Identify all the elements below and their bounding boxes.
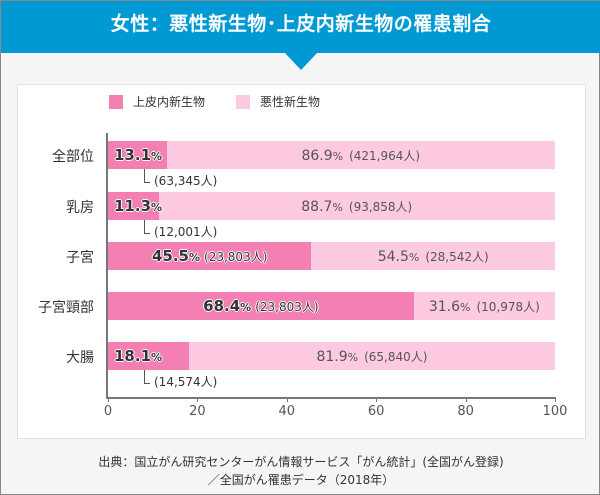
percent-value: 88.7	[301, 199, 333, 215]
value-label-malignant: 86.9% (421,964人)	[301, 147, 420, 164]
percent-value: 13.1	[114, 146, 152, 164]
bar-intraepithelial	[108, 342, 189, 370]
leader-line	[144, 370, 150, 384]
x-tick-mark	[108, 397, 109, 402]
leader-line	[144, 169, 150, 183]
percent-sign: %	[151, 201, 163, 214]
value-label-malignant: 88.7% (93,858人)	[301, 198, 412, 215]
value-label-intraepithelial: 13.1%	[114, 146, 162, 164]
bar-malignant	[158, 192, 555, 220]
source-line-1: 出典：国立がん研究センターがん情報サービス「がん統計」(全国がん登録)	[98, 455, 504, 469]
count-value: (14,574人)	[154, 375, 218, 389]
count-value: (65,840人)	[364, 350, 428, 364]
category-label: 大腸	[66, 350, 94, 366]
chart-title: 女性：悪性新生物･上皮内新生物の罹患割合	[1, 1, 600, 53]
percent-sign: %	[347, 351, 359, 364]
y-axis-line	[106, 133, 108, 399]
bar-intraepithelial	[108, 192, 159, 220]
bar-intraepithelial	[108, 292, 414, 320]
bar-intraepithelial	[108, 242, 312, 270]
percent-sign: %	[240, 301, 252, 314]
category-label: 子宮	[66, 250, 94, 266]
percent-value: 31.6	[428, 299, 461, 315]
value-label-malignant: 81.9% (65,840人)	[316, 348, 427, 365]
x-tick-label: 100	[542, 404, 568, 419]
bar-malignant	[311, 242, 555, 270]
percent-sign: %	[189, 251, 201, 264]
legend-label: 悪性新生物	[260, 95, 321, 109]
x-tick-mark	[555, 397, 556, 402]
percent-sign: %	[460, 301, 471, 314]
percent-value: 11.3	[114, 197, 152, 215]
count-value: (63,345人)	[154, 174, 218, 188]
legend-item-malignant: 悪性新生物	[236, 93, 320, 110]
x-tick-mark	[197, 397, 199, 402]
percent-value: 45.5	[151, 247, 189, 265]
count-value: (12,001人)	[154, 225, 218, 239]
legend-swatch	[236, 94, 250, 109]
category-label: 全部位	[52, 149, 94, 165]
count-value: (10,978人)	[476, 300, 540, 314]
legend-item-intraepithelial: 上皮内新生物	[109, 93, 205, 110]
x-tick-label: 20	[189, 404, 206, 419]
percent-value: 18.1	[114, 347, 152, 365]
percent-value: 68.4	[203, 297, 241, 315]
bar-malignant	[413, 292, 555, 320]
legend-label: 上皮内新生物	[133, 95, 206, 109]
value-label-intraepithelial: 18.1%	[114, 347, 162, 365]
x-tick-mark	[286, 397, 288, 402]
x-tick-mark	[465, 397, 467, 402]
bar-malignant	[166, 141, 555, 169]
header-pointer	[285, 53, 317, 70]
category-label: 乳房	[66, 200, 94, 216]
count-value: (23,803人)	[204, 250, 268, 264]
bar-malignant	[188, 342, 555, 370]
percent-sign: %	[151, 150, 163, 163]
percent-value: 54.5	[377, 249, 409, 265]
x-tick-label: 40	[278, 404, 296, 419]
value-label-intraepithelial: 68.4% (23,803人)	[203, 297, 318, 315]
source-line-2: ／全国がん罹患データ（2018年）	[207, 473, 395, 487]
percent-sign: %	[332, 201, 343, 214]
percent-value: 81.9	[316, 349, 348, 365]
value-label-malignant: 31.6% (10,978人)	[429, 298, 540, 315]
percent-value: 86.9	[301, 148, 333, 164]
category-label: 子宮頸部	[38, 300, 94, 316]
value-label-intraepithelial: 11.3%	[114, 197, 162, 215]
count-value: (23,803人)	[255, 300, 319, 314]
leader-line	[144, 220, 150, 234]
value-label-intraepithelial: 45.5% (23,803人)	[152, 247, 267, 265]
value-label-malignant: 54.5% (28,542人)	[378, 248, 489, 265]
count-value: (421,964人)	[349, 149, 421, 163]
percent-sign: %	[151, 351, 163, 364]
legend-swatch	[109, 94, 123, 109]
x-tick-label: 0	[103, 404, 113, 419]
x-axis-line	[108, 397, 555, 399]
percent-sign: %	[408, 251, 420, 264]
count-value: (93,858人)	[348, 200, 413, 214]
x-tick-mark	[376, 397, 378, 402]
bar-intraepithelial	[108, 141, 167, 169]
x-tick-label: 80	[457, 404, 474, 419]
source-note: 出典：国立がん研究センターがん情報サービス「がん統計」(全国がん登録) ／全国が…	[1, 453, 600, 489]
count-value: (28,542人)	[425, 250, 489, 264]
x-tick-label: 60	[367, 404, 385, 419]
percent-sign: %	[332, 150, 344, 163]
